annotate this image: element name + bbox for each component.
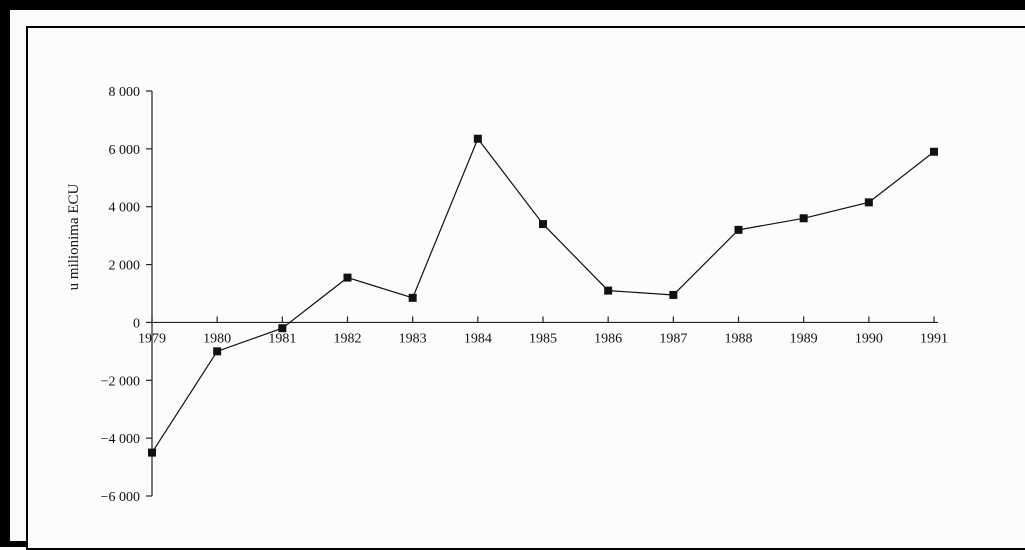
x-tick-label: 1981: [268, 331, 296, 346]
y-tick-label: 4 000: [109, 201, 141, 216]
series-layer: [148, 134, 938, 457]
x-axis: 1979 1980 1981 1982 1983 1984 1985 1986 1987 1988…: [138, 316, 948, 346]
x-tick-label: 1979: [138, 331, 166, 346]
y-tick-label: 6 000: [109, 143, 141, 158]
chart-inner-border: [26, 26, 1025, 550]
data-point-1984: [473, 134, 482, 143]
x-tick-label: 1991: [920, 331, 948, 346]
data-point-1990: [864, 198, 873, 207]
y-tick-label: −2 000: [101, 374, 140, 389]
x-tick-label: 1983: [399, 331, 427, 346]
x-tick-label: 1990: [855, 331, 883, 346]
x-tick-label: 1985: [529, 331, 557, 346]
data-point-1986: [604, 286, 613, 295]
data-point-1980: [213, 347, 222, 356]
data-point-1979: [148, 448, 156, 457]
y-tick-label: 8 000: [109, 85, 141, 100]
data-point-1982: [343, 273, 352, 282]
x-tick-label: 1988: [725, 331, 753, 346]
data-point-1981: [278, 324, 287, 333]
x-tick-label: 1982: [334, 331, 362, 346]
y-tick-label: 2 000: [109, 259, 141, 274]
data-point-1989: [799, 214, 808, 223]
y-tick-label: −4 000: [101, 432, 140, 447]
series-line: [151, 137, 935, 453]
y-axis: 8 000 6 000 4 000 2 000 0 −2 000 −4 000 −6 000: [101, 85, 153, 505]
data-point-1988: [734, 225, 743, 234]
data-point-1991: [930, 147, 938, 156]
x-tick-label: 1989: [790, 331, 818, 346]
data-point-1983: [408, 293, 417, 302]
y-axis-title: u milionima ECU: [66, 184, 82, 291]
x-tick-label: 1986: [594, 331, 622, 346]
y-tick-label: 0: [133, 316, 140, 331]
y-tick-label: −6 000: [101, 490, 140, 505]
data-point-1987: [669, 290, 678, 299]
data-point-1985: [539, 220, 547, 229]
x-tick-label: 1980: [203, 331, 231, 346]
x-tick-label: 1984: [464, 331, 492, 346]
x-tick-label: 1987: [659, 331, 687, 346]
